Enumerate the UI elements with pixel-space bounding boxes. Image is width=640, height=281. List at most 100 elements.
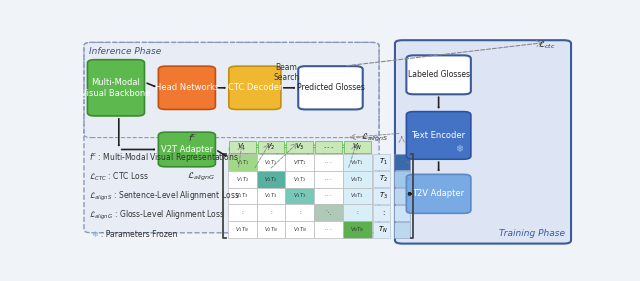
Text: $V_1T_3$: $V_1T_3$ [236, 192, 249, 200]
Text: $V_NT_N$: $V_NT_N$ [350, 225, 364, 234]
Text: : Parameters Frozen: : Parameters Frozen [89, 230, 177, 239]
Bar [228, 171, 257, 187]
Bar [394, 188, 410, 204]
Bar [285, 205, 314, 221]
Text: $...$: $...$ [323, 144, 334, 150]
Bar [394, 171, 410, 187]
Bar [372, 171, 390, 187]
Bar [228, 221, 257, 238]
Bar [314, 171, 343, 187]
Text: $:$: $:$ [381, 209, 386, 217]
Text: $\mathcal{L}_{ctc}$: $\mathcal{L}_{ctc}$ [538, 39, 556, 51]
FancyBboxPatch shape [395, 40, 571, 244]
Text: V2T Adapter: V2T Adapter [161, 145, 213, 154]
Bar [285, 221, 314, 238]
FancyBboxPatch shape [229, 66, 281, 110]
Bar [394, 205, 410, 221]
FancyBboxPatch shape [158, 132, 216, 167]
Text: $\mathcal{L}_{CTC}$ : CTC Loss: $\mathcal{L}_{CTC}$ : CTC Loss [89, 170, 149, 183]
Text: $\mathcal{L}_{alignS}$: $\mathcal{L}_{alignS}$ [361, 132, 388, 144]
Bar [285, 187, 314, 205]
Bar [343, 171, 372, 187]
Text: $\mathcal{L}_{alignG}$ : Gloss-Level Alignment Loss: $\mathcal{L}_{alignG}$ : Gloss-Level Ali… [89, 209, 225, 222]
Text: Inference Phase: Inference Phase [89, 47, 161, 56]
Text: Labeled Glosses: Labeled Glosses [408, 70, 470, 79]
Text: $T_1$: $T_1$ [379, 157, 388, 167]
Text: $T_3$: $T_3$ [379, 191, 388, 201]
Text: ...: ... [296, 154, 303, 163]
Text: $V_1T_N$: $V_1T_N$ [235, 225, 249, 234]
Text: $V_2T_N$: $V_2T_N$ [264, 225, 278, 234]
Bar [277, 147, 291, 169]
Text: T2V Adapter: T2V Adapter [413, 189, 465, 198]
Text: $V_3$: $V_3$ [295, 142, 305, 152]
Bar [324, 147, 337, 169]
Text: $...$: $...$ [324, 177, 333, 182]
Bar [394, 222, 410, 237]
Text: $V_2T_2$: $V_2T_2$ [264, 175, 278, 183]
Text: $\mathcal{L}_{alignS}$ : Sentence-Level Alignment Loss: $\mathcal{L}_{alignS}$ : Sentence-Level … [89, 189, 239, 203]
Bar [372, 155, 390, 170]
Text: $V_1$: $V_1$ [237, 142, 247, 152]
FancyBboxPatch shape [406, 55, 471, 94]
Text: Beam
Search: Beam Search [273, 63, 300, 82]
Text: $V_NT_2$: $V_NT_2$ [351, 175, 364, 183]
Text: $V_NT_3$: $V_NT_3$ [350, 192, 364, 200]
Text: Multi-Modal
Visual Backbone: Multi-Modal Visual Backbone [81, 78, 150, 98]
FancyBboxPatch shape [298, 66, 363, 110]
Bar [343, 221, 372, 238]
Bar [314, 221, 343, 238]
Text: $V_2T_1$: $V_2T_1$ [264, 158, 278, 167]
Bar [257, 221, 285, 238]
Text: $...$: $...$ [324, 194, 333, 198]
Text: $V_3T_3$: $V_3T_3$ [293, 192, 307, 200]
Bar [228, 187, 257, 205]
Text: $\ddots$: $\ddots$ [325, 209, 332, 217]
Bar [257, 154, 285, 171]
Bar [228, 154, 257, 171]
Text: $V_2T_3$: $V_2T_3$ [264, 192, 278, 200]
Text: $V_2$: $V_2$ [266, 142, 276, 152]
Text: $f^c$: $f^c$ [188, 132, 197, 143]
Bar [257, 205, 285, 221]
Bar [228, 205, 257, 221]
Bar [229, 141, 255, 153]
FancyBboxPatch shape [84, 42, 379, 233]
Bar [372, 222, 390, 237]
Text: $T_2$: $T_2$ [379, 174, 388, 184]
Text: $V_1T_2$: $V_1T_2$ [236, 175, 249, 183]
Text: $V_3T_2$: $V_3T_2$ [293, 175, 307, 183]
Text: Training Phase: Training Phase [499, 229, 564, 238]
Bar [343, 154, 372, 171]
Bar [286, 141, 313, 153]
Bar [315, 141, 342, 153]
Text: $:$: $:$ [240, 209, 244, 216]
Text: ❄: ❄ [456, 144, 463, 154]
Bar [292, 147, 307, 169]
Text: $...$: $...$ [324, 227, 333, 232]
Text: $V_NT_1$: $V_NT_1$ [350, 158, 364, 167]
Bar [231, 147, 245, 169]
Text: $T_N$: $T_N$ [378, 225, 388, 235]
Text: $\mathcal{L}_{alignG}$: $\mathcal{L}_{alignG}$ [188, 171, 216, 183]
Text: $:$: $:$ [355, 209, 359, 216]
Bar [343, 205, 372, 221]
Text: $V_1T_1$: $V_1T_1$ [236, 158, 249, 167]
Bar [343, 187, 372, 205]
Text: $V_3T_1$: $V_3T_1$ [293, 158, 307, 167]
Text: CTC Decoder: CTC Decoder [228, 83, 282, 92]
Text: $:$: $:$ [269, 209, 273, 216]
FancyBboxPatch shape [158, 66, 216, 110]
Bar [285, 154, 314, 171]
Text: $V_3T_N$: $V_3T_N$ [292, 225, 307, 234]
Text: Text Encoder: Text Encoder [412, 131, 466, 140]
Text: Head Networks: Head Networks [155, 83, 219, 92]
Bar [246, 147, 260, 169]
FancyBboxPatch shape [88, 60, 145, 116]
Bar [394, 155, 410, 170]
Text: $V_N$: $V_N$ [352, 142, 362, 152]
Text: ❄: ❄ [91, 230, 98, 239]
Bar [285, 171, 314, 187]
Bar [314, 205, 343, 221]
Bar [372, 205, 390, 221]
